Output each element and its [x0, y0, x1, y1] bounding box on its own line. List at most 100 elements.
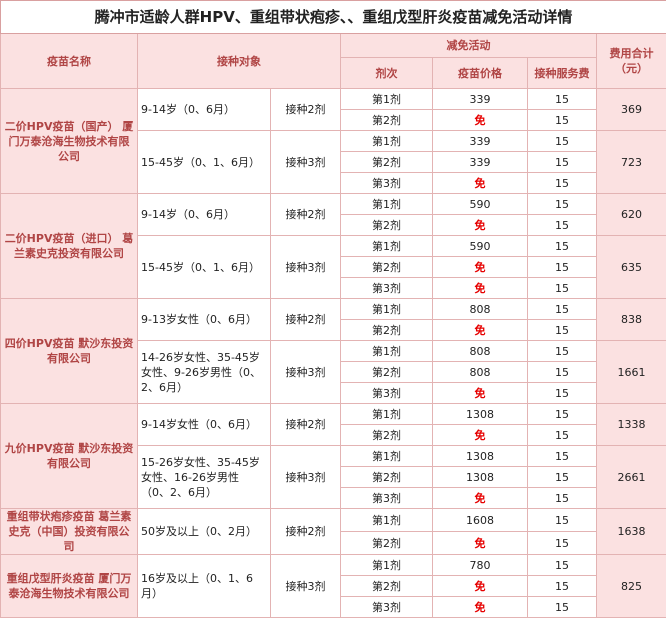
dose-count: 接种3剂	[271, 131, 341, 194]
target: 50岁及以上（0、2月）	[138, 509, 271, 555]
dose: 第1剂	[341, 509, 433, 532]
dose-count: 接种2剂	[271, 194, 341, 236]
fee: 15	[528, 236, 597, 257]
header-row: 疫苗名称 接种对象 减免活动 费用合计（元）	[1, 34, 666, 58]
fee: 15	[528, 425, 597, 446]
price: 免	[433, 320, 528, 341]
header-dose: 剂次	[341, 58, 433, 89]
dose-count: 接种2剂	[271, 299, 341, 341]
price: 1308	[433, 404, 528, 425]
dose-count: 接种2剂	[271, 89, 341, 131]
total: 620	[597, 194, 666, 236]
dose: 第2剂	[341, 215, 433, 236]
dose: 第2剂	[341, 576, 433, 597]
dose: 第1剂	[341, 299, 433, 320]
target: 9-14岁（0、6月）	[138, 194, 271, 236]
price: 339	[433, 152, 528, 173]
dose-count: 接种2剂	[271, 509, 341, 555]
title-row: 腾冲市适龄人群HPV、重组带状疱疹、、重组戊型肝炎疫苗减免活动详情	[1, 1, 666, 34]
total: 723	[597, 131, 666, 194]
dose: 第1剂	[341, 446, 433, 467]
header-price: 疫苗价格	[433, 58, 528, 89]
fee: 15	[528, 320, 597, 341]
fee: 15	[528, 488, 597, 509]
total: 635	[597, 236, 666, 299]
target: 16岁及以上（0、1、6月）	[138, 555, 271, 618]
price: 1308	[433, 467, 528, 488]
dose: 第2剂	[341, 320, 433, 341]
fee: 15	[528, 257, 597, 278]
target: 9-14岁（0、6月）	[138, 89, 271, 131]
vaccine-name: 四价HPV疫苗 默沙东投资有限公司	[1, 299, 138, 404]
header-fee: 接种服务费	[528, 58, 597, 89]
target: 9-13岁女性（0、6月）	[138, 299, 271, 341]
dose: 第1剂	[341, 555, 433, 576]
dose: 第2剂	[341, 110, 433, 131]
fee: 15	[528, 299, 597, 320]
total: 825	[597, 555, 666, 618]
fee: 15	[528, 383, 597, 404]
price: 免	[433, 532, 528, 555]
target: 15-45岁（0、1、6月）	[138, 236, 271, 299]
dose: 第2剂	[341, 425, 433, 446]
fee: 15	[528, 446, 597, 467]
fee: 15	[528, 215, 597, 236]
dose: 第2剂	[341, 257, 433, 278]
price: 1608	[433, 509, 528, 532]
fee: 15	[528, 509, 597, 532]
price: 免	[433, 110, 528, 131]
total: 369	[597, 89, 666, 131]
price: 808	[433, 341, 528, 362]
target: 14-26岁女性、35-45岁女性、9-26岁男性（0、2、6月）	[138, 341, 271, 404]
dose: 第1剂	[341, 341, 433, 362]
fee: 15	[528, 404, 597, 425]
dose: 第2剂	[341, 532, 433, 555]
price: 免	[433, 597, 528, 618]
price: 590	[433, 236, 528, 257]
fee: 15	[528, 278, 597, 299]
fee: 15	[528, 152, 597, 173]
fee: 15	[528, 110, 597, 131]
total: 1661	[597, 341, 666, 404]
fee: 15	[528, 341, 597, 362]
dose: 第1剂	[341, 404, 433, 425]
price: 808	[433, 299, 528, 320]
dose-count: 接种2剂	[271, 404, 341, 446]
total: 2661	[597, 446, 666, 509]
header-vaccine: 疫苗名称	[1, 34, 138, 89]
dose: 第3剂	[341, 278, 433, 299]
price: 免	[433, 488, 528, 509]
header-total: 费用合计（元）	[597, 34, 666, 89]
dose-count: 接种3剂	[271, 341, 341, 404]
title: 腾冲市适龄人群HPV、重组带状疱疹、、重组戊型肝炎疫苗减免活动详情	[1, 1, 666, 34]
price: 免	[433, 173, 528, 194]
dose: 第3剂	[341, 173, 433, 194]
dose-count: 接种3剂	[271, 446, 341, 509]
price: 免	[433, 425, 528, 446]
vaccine-name: 九价HPV疫苗 默沙东投资有限公司	[1, 404, 138, 509]
fee: 15	[528, 576, 597, 597]
fee: 15	[528, 532, 597, 555]
fee: 15	[528, 467, 597, 488]
dose: 第2剂	[341, 362, 433, 383]
price: 1308	[433, 446, 528, 467]
price: 免	[433, 257, 528, 278]
fee: 15	[528, 194, 597, 215]
total: 838	[597, 299, 666, 341]
target: 15-45岁（0、1、6月）	[138, 131, 271, 194]
dose: 第3剂	[341, 488, 433, 509]
dose: 第1剂	[341, 131, 433, 152]
dose: 第1剂	[341, 89, 433, 110]
price: 808	[433, 362, 528, 383]
fee: 15	[528, 131, 597, 152]
price: 免	[433, 383, 528, 404]
